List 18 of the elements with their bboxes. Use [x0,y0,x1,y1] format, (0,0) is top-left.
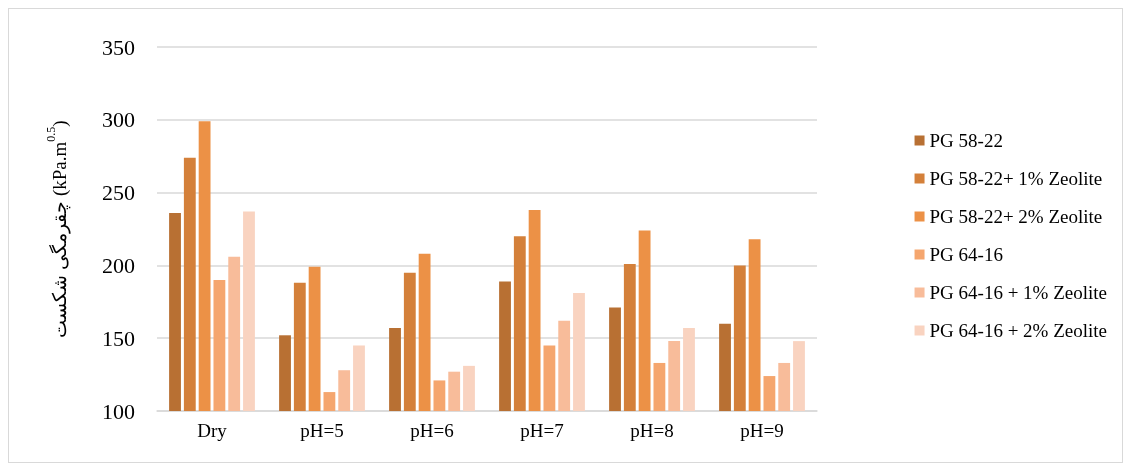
x-tick-label: pH=5 [300,420,344,441]
x-tick-label: pH=6 [410,420,454,441]
y-tick-label: 150 [102,325,135,351]
x-tick-label: pH=9 [740,420,784,441]
legend-label: PG 58-22+ 1% Zeolite [929,168,1103,189]
legend-label: PG 58-22+ 2% Zeolite [929,206,1103,227]
x-tick-label: Dry [197,420,228,441]
y-tick-label: 250 [102,180,135,206]
y-tick-label: 300 [102,107,135,133]
x-tick-label: pH=7 [520,420,564,441]
legend-label: PG 58-22 [929,130,1003,151]
x-tick-label: pH=8 [630,420,674,441]
legend-label: PG 64-16 + 2% Zeolite [929,320,1107,341]
legend-label: PG 64-16 [929,244,1003,265]
y-tick-label: 350 [102,34,135,60]
y-tick-label: 200 [102,252,135,278]
legend-label: PG 64-16 + 1% Zeolite [929,282,1107,303]
y-tick-label: 100 [102,398,135,424]
